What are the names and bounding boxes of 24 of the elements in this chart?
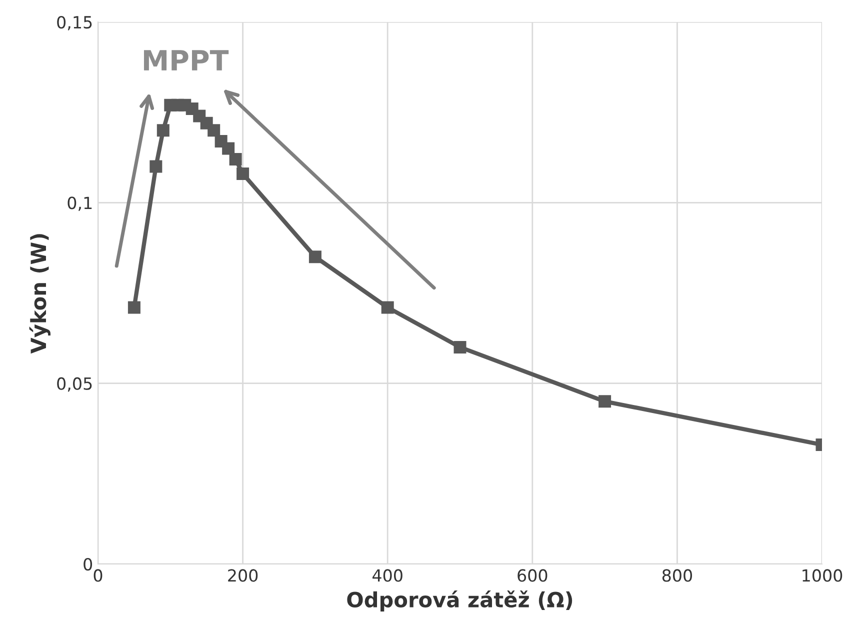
point (150, 160, 162, 173)
point (229, 153, 242, 166)
point (598, 395, 612, 408)
y-tick-label: 0,05 (57, 377, 92, 392)
point (128, 301, 140, 314)
x-tick-label: 800 (662, 569, 692, 582)
point (454, 340, 466, 354)
point (156, 124, 170, 137)
x-tick-label: 600 (518, 569, 548, 582)
y-tick-label: 0,15 (57, 16, 92, 30)
point (236, 168, 250, 180)
x-axis-title: Odporová zátěž (Ω) (347, 590, 572, 612)
y-tick-label: 0,1 (68, 196, 92, 211)
x-tick-label: 1000 (802, 569, 842, 582)
point (381, 301, 394, 314)
y-tick-label: 0 (84, 558, 92, 571)
x-tick-label: 0 (94, 569, 102, 582)
point (208, 124, 220, 137)
point (222, 142, 235, 155)
annotation: MPPT (144, 50, 229, 70)
x-tick-label: 400 (372, 569, 402, 582)
y-axis-title: Výkon (W) (29, 234, 50, 354)
x-tick-label: 200 (228, 569, 258, 582)
point (308, 250, 322, 264)
